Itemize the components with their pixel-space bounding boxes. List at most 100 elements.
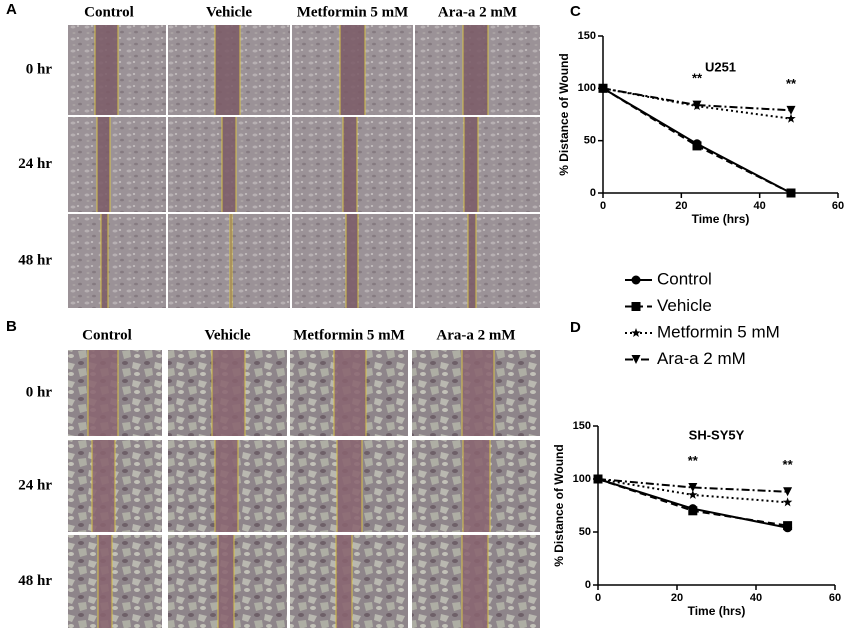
data-point <box>782 497 793 507</box>
micrograph <box>415 214 540 308</box>
wound-gap <box>334 350 366 436</box>
data-point <box>786 188 796 198</box>
x-tick-label: 20 <box>675 200 687 212</box>
y-tick-label: 100 <box>578 82 596 94</box>
wound-gap <box>340 25 365 115</box>
panel-label: A <box>6 1 17 18</box>
legend-marker <box>631 355 641 364</box>
significance: ** <box>786 76 797 91</box>
column-header: Control <box>84 4 134 20</box>
row-label-bg <box>18 154 66 175</box>
significance: ** <box>688 453 699 468</box>
column-header: Metformin 5 mM <box>297 4 409 20</box>
column-header: Ara-a 2 mM <box>436 327 515 343</box>
micrograph <box>68 535 162 628</box>
column-header: Ara-a 2 mM <box>438 4 517 20</box>
panel-label: C <box>570 3 581 20</box>
wound-gap <box>101 214 108 308</box>
data-point <box>783 521 793 531</box>
wound-gap <box>215 25 240 115</box>
row-label-bg <box>18 60 66 80</box>
column-header: Vehicle <box>206 4 252 20</box>
wound-gap <box>92 440 115 532</box>
legend-label: Metformin 5 mM <box>657 322 780 341</box>
wound-gap <box>230 214 232 308</box>
x-tick-label: 20 <box>671 592 683 604</box>
row-label-bg <box>18 476 66 496</box>
wound-gap <box>464 117 478 212</box>
wound-gap <box>463 440 490 532</box>
legend-label: Control <box>657 269 712 288</box>
row-label: 0 hr <box>26 384 53 400</box>
row-label: 0 hr <box>26 61 53 77</box>
y-tick-label: 0 <box>585 579 591 591</box>
x-tick-label: 40 <box>750 592 762 604</box>
x-tick-label: 0 <box>600 200 606 212</box>
data-point <box>688 506 698 516</box>
y-tick-label: 150 <box>573 420 591 432</box>
wound-gap <box>222 117 236 212</box>
significance: ** <box>783 457 794 472</box>
chart-title: SH-SY5Y <box>689 427 745 442</box>
micrograph <box>168 214 290 308</box>
y-axis-label: % Distance of Wound <box>552 444 566 566</box>
y-axis-label: % Distance of Wound <box>557 53 571 175</box>
wound-gap <box>462 350 494 436</box>
y-tick-label: 0 <box>590 187 596 199</box>
chart-title: U251 <box>705 59 736 74</box>
x-tick-label: 40 <box>754 200 766 212</box>
column-header: Control <box>82 327 132 343</box>
row-label: 24 hr <box>18 477 52 493</box>
data-point <box>786 105 796 115</box>
y-tick-label: 100 <box>573 473 591 485</box>
x-tick-label: 60 <box>832 200 844 212</box>
data-point <box>688 489 698 499</box>
wound-gap <box>215 440 238 532</box>
wound-gap <box>218 535 234 628</box>
micrograph <box>68 214 166 308</box>
wound-gap <box>337 440 362 532</box>
wound-gap <box>468 214 476 308</box>
data-point <box>593 474 603 484</box>
wound-gap <box>343 117 357 212</box>
wound-gap <box>95 25 118 115</box>
wound-gap <box>462 535 488 628</box>
x-tick-label: 60 <box>829 592 841 604</box>
data-point <box>692 141 702 151</box>
legend-label: Ara-a 2 mM <box>657 349 746 368</box>
column-header: Vehicle <box>204 327 250 343</box>
y-tick-label: 150 <box>578 30 596 42</box>
legend-marker <box>631 302 641 311</box>
wound-gap <box>346 214 358 308</box>
wound-gap <box>463 25 488 115</box>
wound-gap <box>212 350 245 436</box>
panel-label: D <box>570 319 581 336</box>
data-point <box>688 482 698 492</box>
column-header: Metformin 5 mM <box>293 327 405 343</box>
x-tick-label: 0 <box>595 592 601 604</box>
data-point <box>786 113 796 123</box>
micrograph <box>68 117 166 212</box>
row-label: 24 hr <box>18 156 52 172</box>
legend-marker <box>631 275 641 285</box>
row-label: 48 hr <box>18 252 52 268</box>
row-label: 48 hr <box>18 573 52 589</box>
y-tick-label: 50 <box>579 526 591 538</box>
data-point <box>598 83 608 93</box>
wound-gap <box>97 117 110 212</box>
data-point <box>783 487 793 497</box>
wound-gap <box>88 350 118 436</box>
row-label-bg <box>18 383 66 403</box>
x-axis-label: Time (hrs) <box>692 212 750 226</box>
x-axis-label: Time (hrs) <box>688 604 746 618</box>
y-tick-label: 50 <box>584 135 596 147</box>
wound-gap <box>98 535 112 628</box>
panel-label: B <box>6 318 17 335</box>
wound-gap <box>336 535 352 628</box>
legend-marker <box>631 328 641 338</box>
significance: ** <box>692 71 703 86</box>
data-point <box>692 100 702 110</box>
legend-label: Vehicle <box>657 296 712 315</box>
row-label-bg <box>18 251 66 271</box>
